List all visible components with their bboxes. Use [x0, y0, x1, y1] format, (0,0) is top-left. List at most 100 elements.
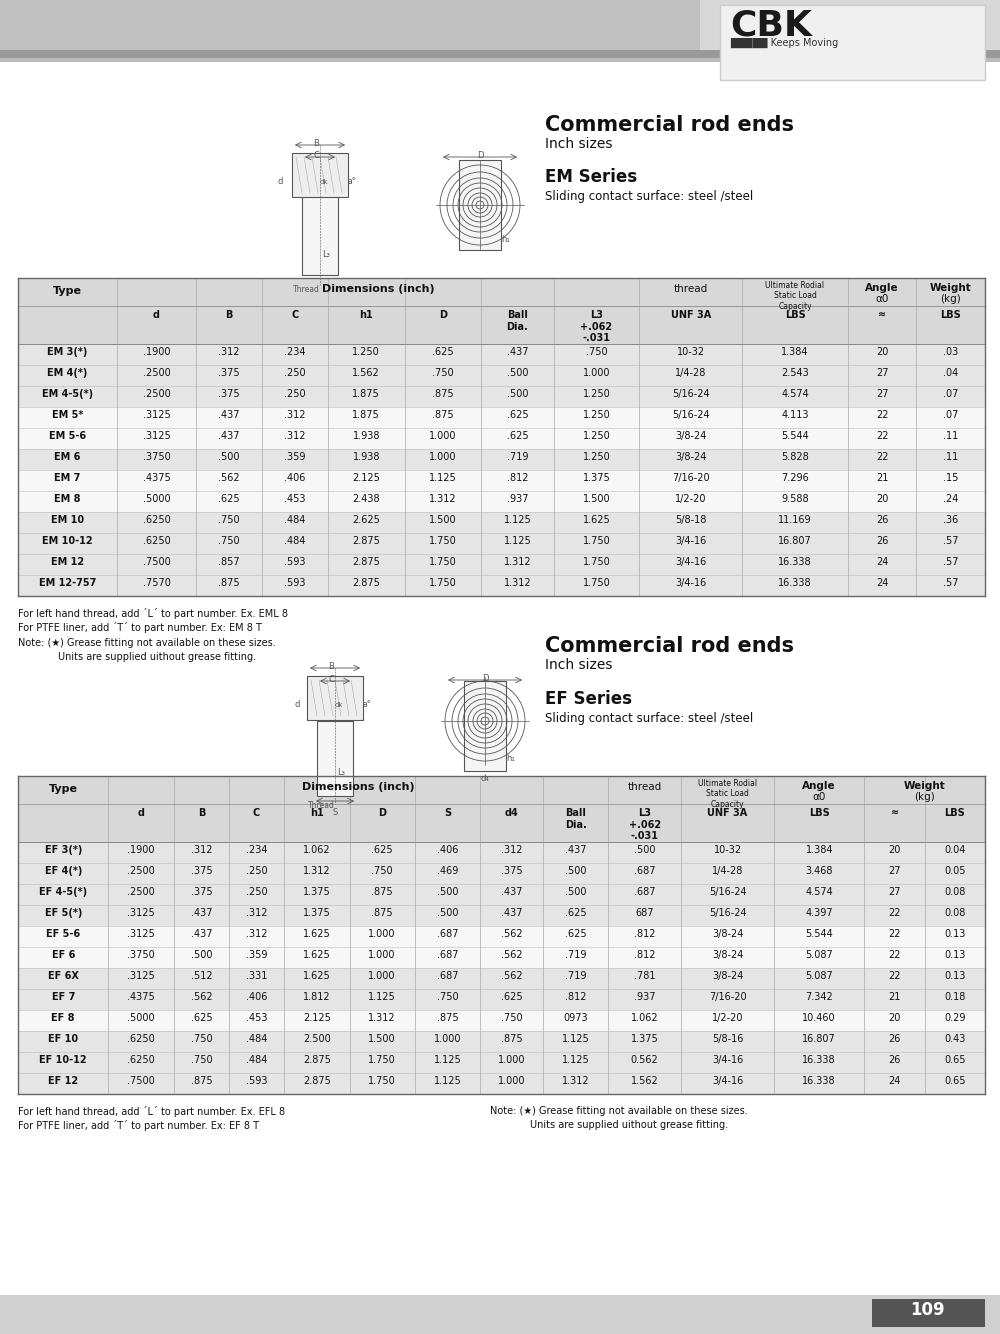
Text: Ball
Dia.: Ball Dia. — [565, 808, 586, 830]
Text: 1.938: 1.938 — [353, 431, 380, 442]
Text: 4.113: 4.113 — [781, 410, 809, 420]
Text: .36: .36 — [943, 515, 958, 526]
Text: 1.750: 1.750 — [429, 558, 457, 567]
Text: EF 4-5(*): EF 4-5(*) — [39, 887, 87, 896]
Text: .719: .719 — [565, 971, 586, 980]
Text: .812: .812 — [634, 928, 655, 939]
Text: .812: .812 — [507, 474, 528, 483]
Text: 3/8-24: 3/8-24 — [675, 452, 706, 462]
Text: d: d — [153, 309, 160, 320]
Text: 1.812: 1.812 — [303, 992, 331, 1002]
Bar — [18, 1010, 985, 1031]
Text: For PTFE liner, add ´T´ to part number. Ex: EM 8 T: For PTFE liner, add ´T´ to part number. … — [18, 622, 262, 634]
Bar — [18, 884, 985, 904]
Text: 2.875: 2.875 — [352, 536, 380, 546]
Text: 22: 22 — [888, 950, 901, 960]
Text: 1.000: 1.000 — [368, 950, 396, 960]
Text: Angle: Angle — [865, 283, 899, 293]
Text: 20: 20 — [876, 494, 888, 504]
Text: .875: .875 — [501, 1034, 522, 1045]
Text: 3/8-24: 3/8-24 — [712, 950, 743, 960]
Text: .500: .500 — [191, 950, 212, 960]
Text: .312: .312 — [191, 844, 212, 855]
Text: 5.544: 5.544 — [781, 431, 809, 442]
Text: 1.000: 1.000 — [434, 1034, 461, 1045]
Text: D: D — [477, 151, 483, 160]
Text: .687: .687 — [437, 928, 458, 939]
Text: 1.500: 1.500 — [583, 494, 610, 504]
Text: dk: dk — [335, 702, 343, 708]
Bar — [292, 153, 348, 197]
Text: 1.384: 1.384 — [805, 844, 833, 855]
Text: .250: .250 — [246, 866, 267, 876]
Text: 1/2-20: 1/2-20 — [712, 1013, 743, 1023]
Text: 7/16-20: 7/16-20 — [709, 992, 746, 1002]
Text: For PTFE liner, add ´T´ to part number. Ex: EF 8 T: For PTFE liner, add ´T´ to part number. … — [18, 1121, 259, 1131]
Text: 3/8-24: 3/8-24 — [712, 928, 743, 939]
Text: .500: .500 — [507, 368, 528, 378]
Text: D: D — [482, 674, 488, 683]
Text: 9.588: 9.588 — [781, 494, 809, 504]
Text: 1/4-28: 1/4-28 — [675, 368, 706, 378]
Text: 1.312: 1.312 — [504, 558, 531, 567]
Text: .04: .04 — [943, 368, 958, 378]
Text: LBS: LBS — [944, 808, 965, 818]
Text: 0.13: 0.13 — [944, 928, 966, 939]
Text: (kg): (kg) — [914, 792, 935, 802]
Text: .359: .359 — [246, 950, 267, 960]
Text: .437: .437 — [507, 347, 528, 358]
Text: .5000: .5000 — [143, 494, 170, 504]
Text: EM 5*: EM 5* — [52, 410, 83, 420]
Bar — [18, 534, 985, 554]
Text: .375: .375 — [218, 368, 240, 378]
Text: 1.312: 1.312 — [562, 1077, 589, 1086]
Text: 10.460: 10.460 — [802, 1013, 836, 1023]
Text: Dimensions (inch): Dimensions (inch) — [322, 284, 434, 293]
Text: 24: 24 — [876, 558, 888, 567]
Text: dk: dk — [320, 179, 328, 185]
Text: L3
+.062
-.031: L3 +.062 -.031 — [580, 309, 613, 343]
Text: .687: .687 — [437, 971, 458, 980]
Text: .11: .11 — [943, 452, 958, 462]
Text: .593: .593 — [246, 1077, 267, 1086]
Text: 20: 20 — [876, 347, 888, 358]
Text: .7500: .7500 — [127, 1077, 155, 1086]
Text: 1.875: 1.875 — [352, 390, 380, 399]
Text: 5.828: 5.828 — [781, 452, 809, 462]
Text: .6250: .6250 — [127, 1055, 155, 1065]
Text: .500: .500 — [437, 908, 458, 918]
Text: 22: 22 — [876, 410, 888, 420]
Text: EM 4-5(*): EM 4-5(*) — [42, 390, 93, 399]
Text: .1900: .1900 — [127, 844, 155, 855]
Text: ≈: ≈ — [891, 808, 899, 818]
Bar — [18, 988, 985, 1010]
Text: .6250: .6250 — [143, 536, 170, 546]
Text: (kg): (kg) — [940, 293, 961, 304]
Text: 2.875: 2.875 — [352, 578, 380, 588]
Text: .437: .437 — [218, 431, 240, 442]
Text: L₃: L₃ — [337, 768, 345, 776]
Text: EM 10-12: EM 10-12 — [42, 536, 93, 546]
Text: .625: .625 — [432, 347, 454, 358]
Text: .6250: .6250 — [143, 515, 170, 526]
Text: 1.125: 1.125 — [434, 1055, 461, 1065]
Text: EM 6: EM 6 — [54, 452, 81, 462]
Text: 1.875: 1.875 — [352, 410, 380, 420]
Text: 0.65: 0.65 — [944, 1055, 966, 1065]
Text: Angle: Angle — [802, 780, 836, 791]
Text: 0973: 0973 — [563, 1013, 588, 1023]
Bar — [700, 0, 1000, 55]
Text: 1.000: 1.000 — [583, 368, 610, 378]
Text: .312: .312 — [284, 431, 306, 442]
Text: EM 4(*): EM 4(*) — [47, 368, 88, 378]
Text: EM 3(*): EM 3(*) — [47, 347, 88, 358]
Text: 2.543: 2.543 — [781, 368, 809, 378]
Text: h₁: h₁ — [507, 754, 515, 763]
Text: .11: .11 — [943, 431, 958, 442]
Text: .750: .750 — [218, 536, 240, 546]
Text: .500: .500 — [507, 390, 528, 399]
Bar — [18, 863, 985, 884]
Text: For left hand thread, add ´L´ to part number. Ex. EFL 8: For left hand thread, add ´L´ to part nu… — [18, 1106, 285, 1117]
Text: .234: .234 — [284, 347, 306, 358]
Text: EF 10: EF 10 — [48, 1034, 78, 1045]
